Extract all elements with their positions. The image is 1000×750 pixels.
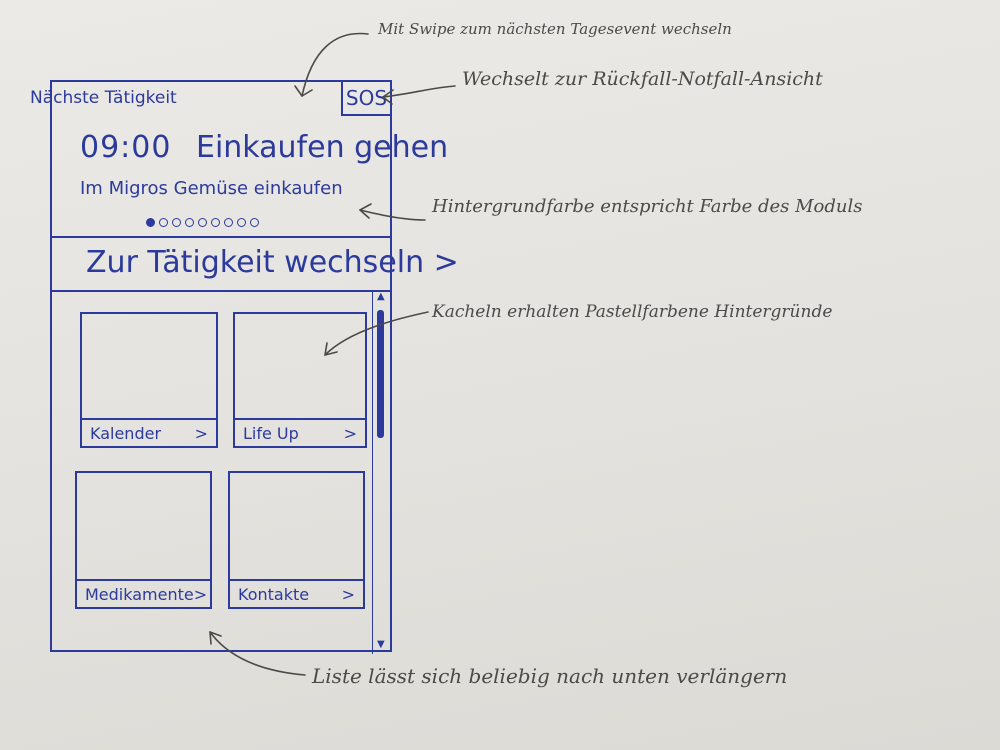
scroll-down-arrow-icon[interactable]: ▼ xyxy=(377,639,385,650)
tile-label: Kalender xyxy=(90,423,162,443)
pager-dot[interactable] xyxy=(172,218,181,227)
phone-mockup-frame xyxy=(50,80,392,652)
tile-bar: Medikamente > xyxy=(77,579,210,607)
scrollbar[interactable]: ▲ ▼ xyxy=(372,292,387,654)
tile-label: Medikamente xyxy=(85,584,194,604)
pager-dot[interactable] xyxy=(198,218,207,227)
chevron-right-icon: > xyxy=(341,584,355,604)
tile-kontakte[interactable]: Kontakte > xyxy=(228,471,365,609)
chevron-right-icon: > xyxy=(343,423,357,443)
pager-dot[interactable] xyxy=(146,218,155,227)
divider-top xyxy=(50,236,392,238)
list-arrow-icon xyxy=(209,631,306,676)
sos-arrow-icon xyxy=(382,85,456,98)
tile-label: Life Up xyxy=(243,423,299,443)
pager-dot[interactable] xyxy=(237,218,246,227)
pager-dot[interactable] xyxy=(159,218,168,227)
scroll-up-arrow-icon[interactable]: ▲ xyxy=(377,291,385,302)
chevron-right-icon: > xyxy=(194,423,208,443)
tile-kalender[interactable]: Kalender > xyxy=(80,312,218,448)
pager-dot[interactable] xyxy=(224,218,233,227)
note-tiles: Kacheln erhalten Pastellfarbene Hintergr… xyxy=(432,302,833,322)
chevron-right-icon: > xyxy=(193,584,208,604)
tile-bar: Kontakte > xyxy=(230,579,363,607)
tile-life-up[interactable]: Life Up > xyxy=(233,312,367,448)
switch-activity-button[interactable]: Zur Tätigkeit wechseln > xyxy=(86,245,459,280)
swipe-arrow-icon xyxy=(301,32,369,97)
tiles-arrow-icon xyxy=(324,311,429,356)
next-activity-label: Nächste Tätigkeit xyxy=(30,88,177,108)
note-swipe: Mit Swipe zum nächsten Tagesevent wechse… xyxy=(378,20,732,38)
tile-bar: Kalender > xyxy=(82,418,216,446)
background-arrow-icon xyxy=(359,209,426,221)
event-description: Im Migros Gemüse einkaufen xyxy=(80,178,343,199)
pager-dot[interactable] xyxy=(250,218,259,227)
pager-dot[interactable] xyxy=(211,218,220,227)
sos-button[interactable]: SOS xyxy=(341,80,392,116)
tile-label: Kontakte xyxy=(238,584,310,604)
pager-dot[interactable] xyxy=(185,218,194,227)
note-list: Liste lässt sich beliebig nach unten ver… xyxy=(312,664,788,688)
scroll-thumb[interactable] xyxy=(377,310,384,438)
event-pager-dots[interactable] xyxy=(146,218,259,227)
divider-bottom xyxy=(50,290,392,292)
event-time: 09:00 xyxy=(80,130,172,165)
tile-bar: Life Up > xyxy=(235,418,365,446)
event-title: Einkaufen gehen xyxy=(196,130,449,165)
tile-medikamente[interactable]: Medikamente > xyxy=(75,471,212,609)
note-sos: Wechselt zur Rückfall-Notfall-Ansicht xyxy=(462,68,823,90)
note-background: Hintergrundfarbe entspricht Farbe des Mo… xyxy=(432,196,863,217)
